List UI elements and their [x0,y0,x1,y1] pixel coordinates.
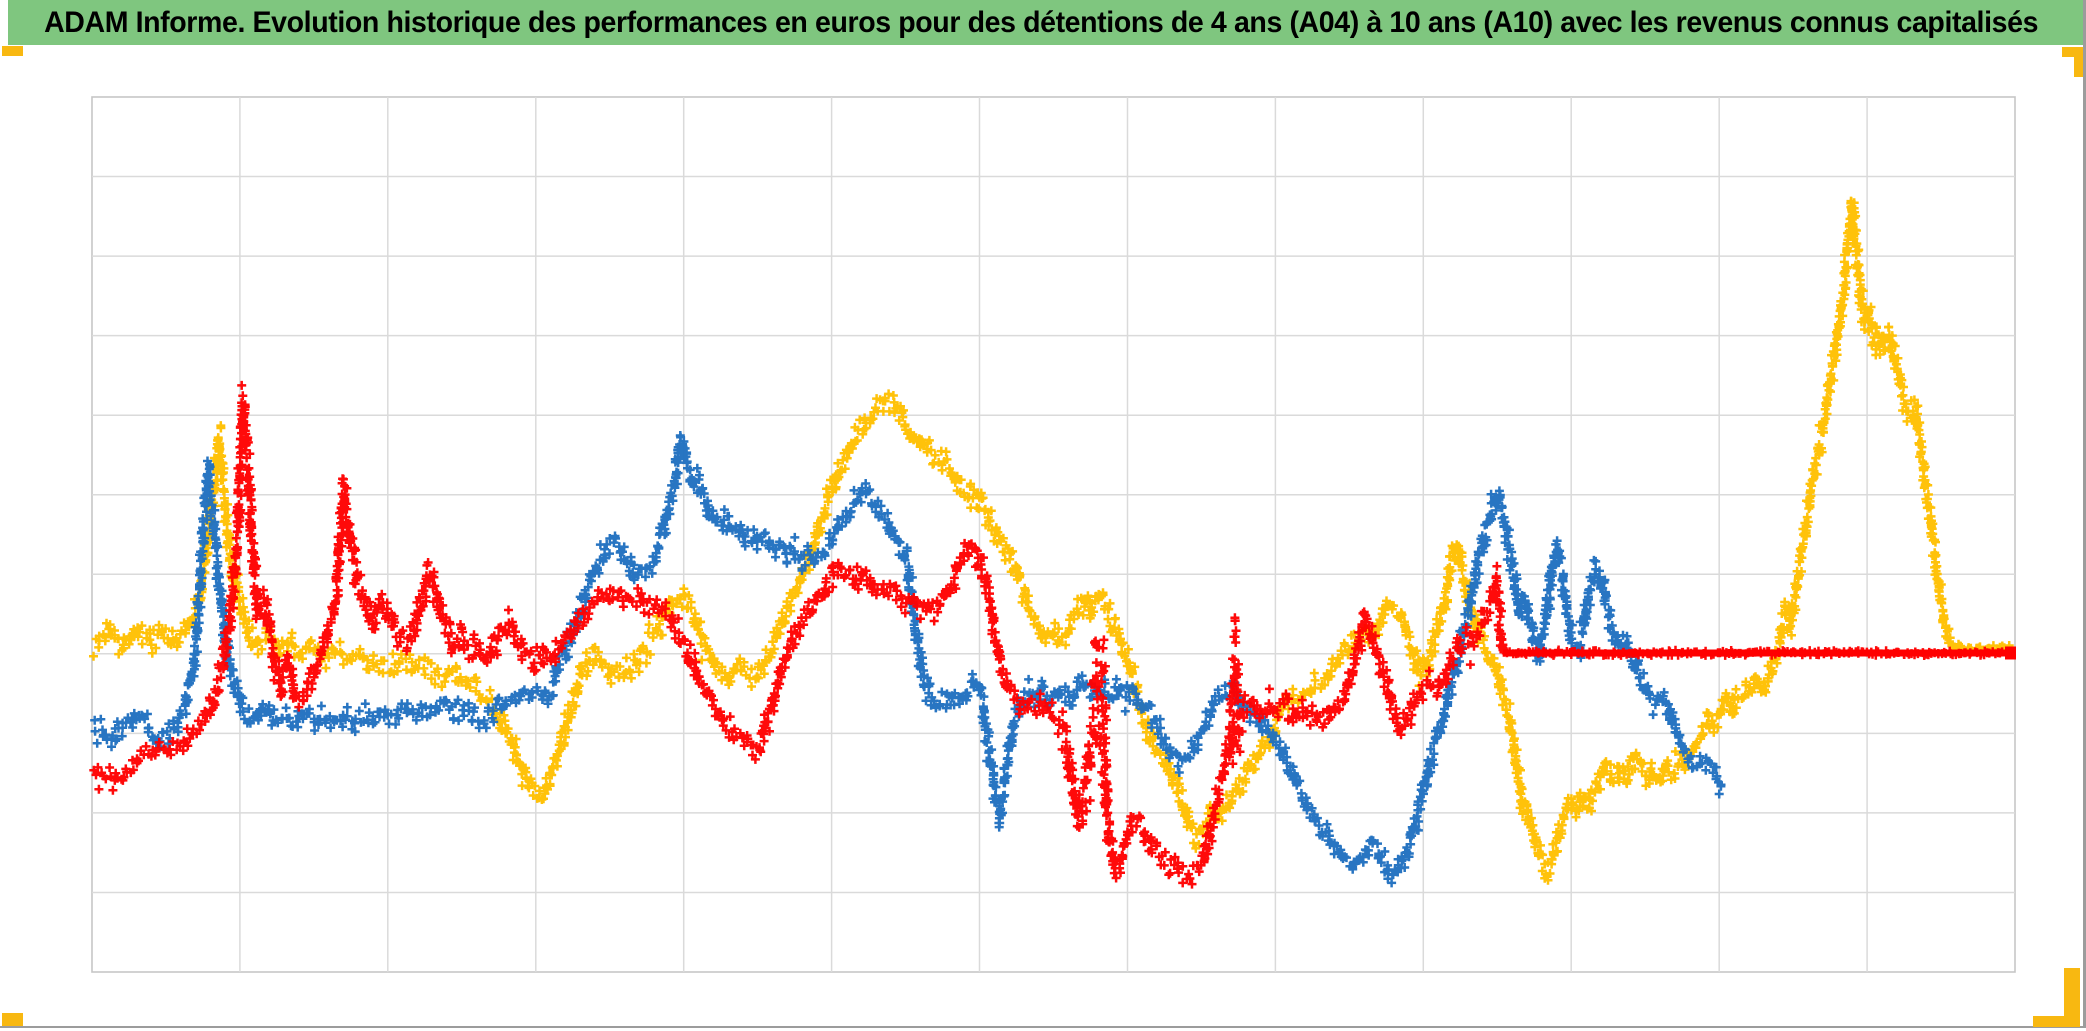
title-bar: ADAM Informe. Evolution historique des p… [8,0,2083,45]
page-title: ADAM Informe. Evolution historique des p… [44,6,2039,39]
plot-border [91,96,2016,973]
series-markers [89,196,2016,889]
flat-line-end-cap [2005,646,2016,660]
accent-corner-bottom-right-h [2033,1016,2080,1027]
accent-dash-top-left [2,46,23,56]
grid-lines [92,97,2015,972]
series-blue [90,431,1726,888]
frame-right-border [2083,0,2086,1028]
accent-corner-top-right-h [2062,47,2084,57]
series-gold [89,196,2014,885]
accent-corner-bottom-right-v [2064,968,2080,1027]
frame-bottom-border [0,1026,2086,1028]
accent-dash-bottom-left [2,1013,23,1026]
accent-corner-top-right-v [2074,47,2084,77]
